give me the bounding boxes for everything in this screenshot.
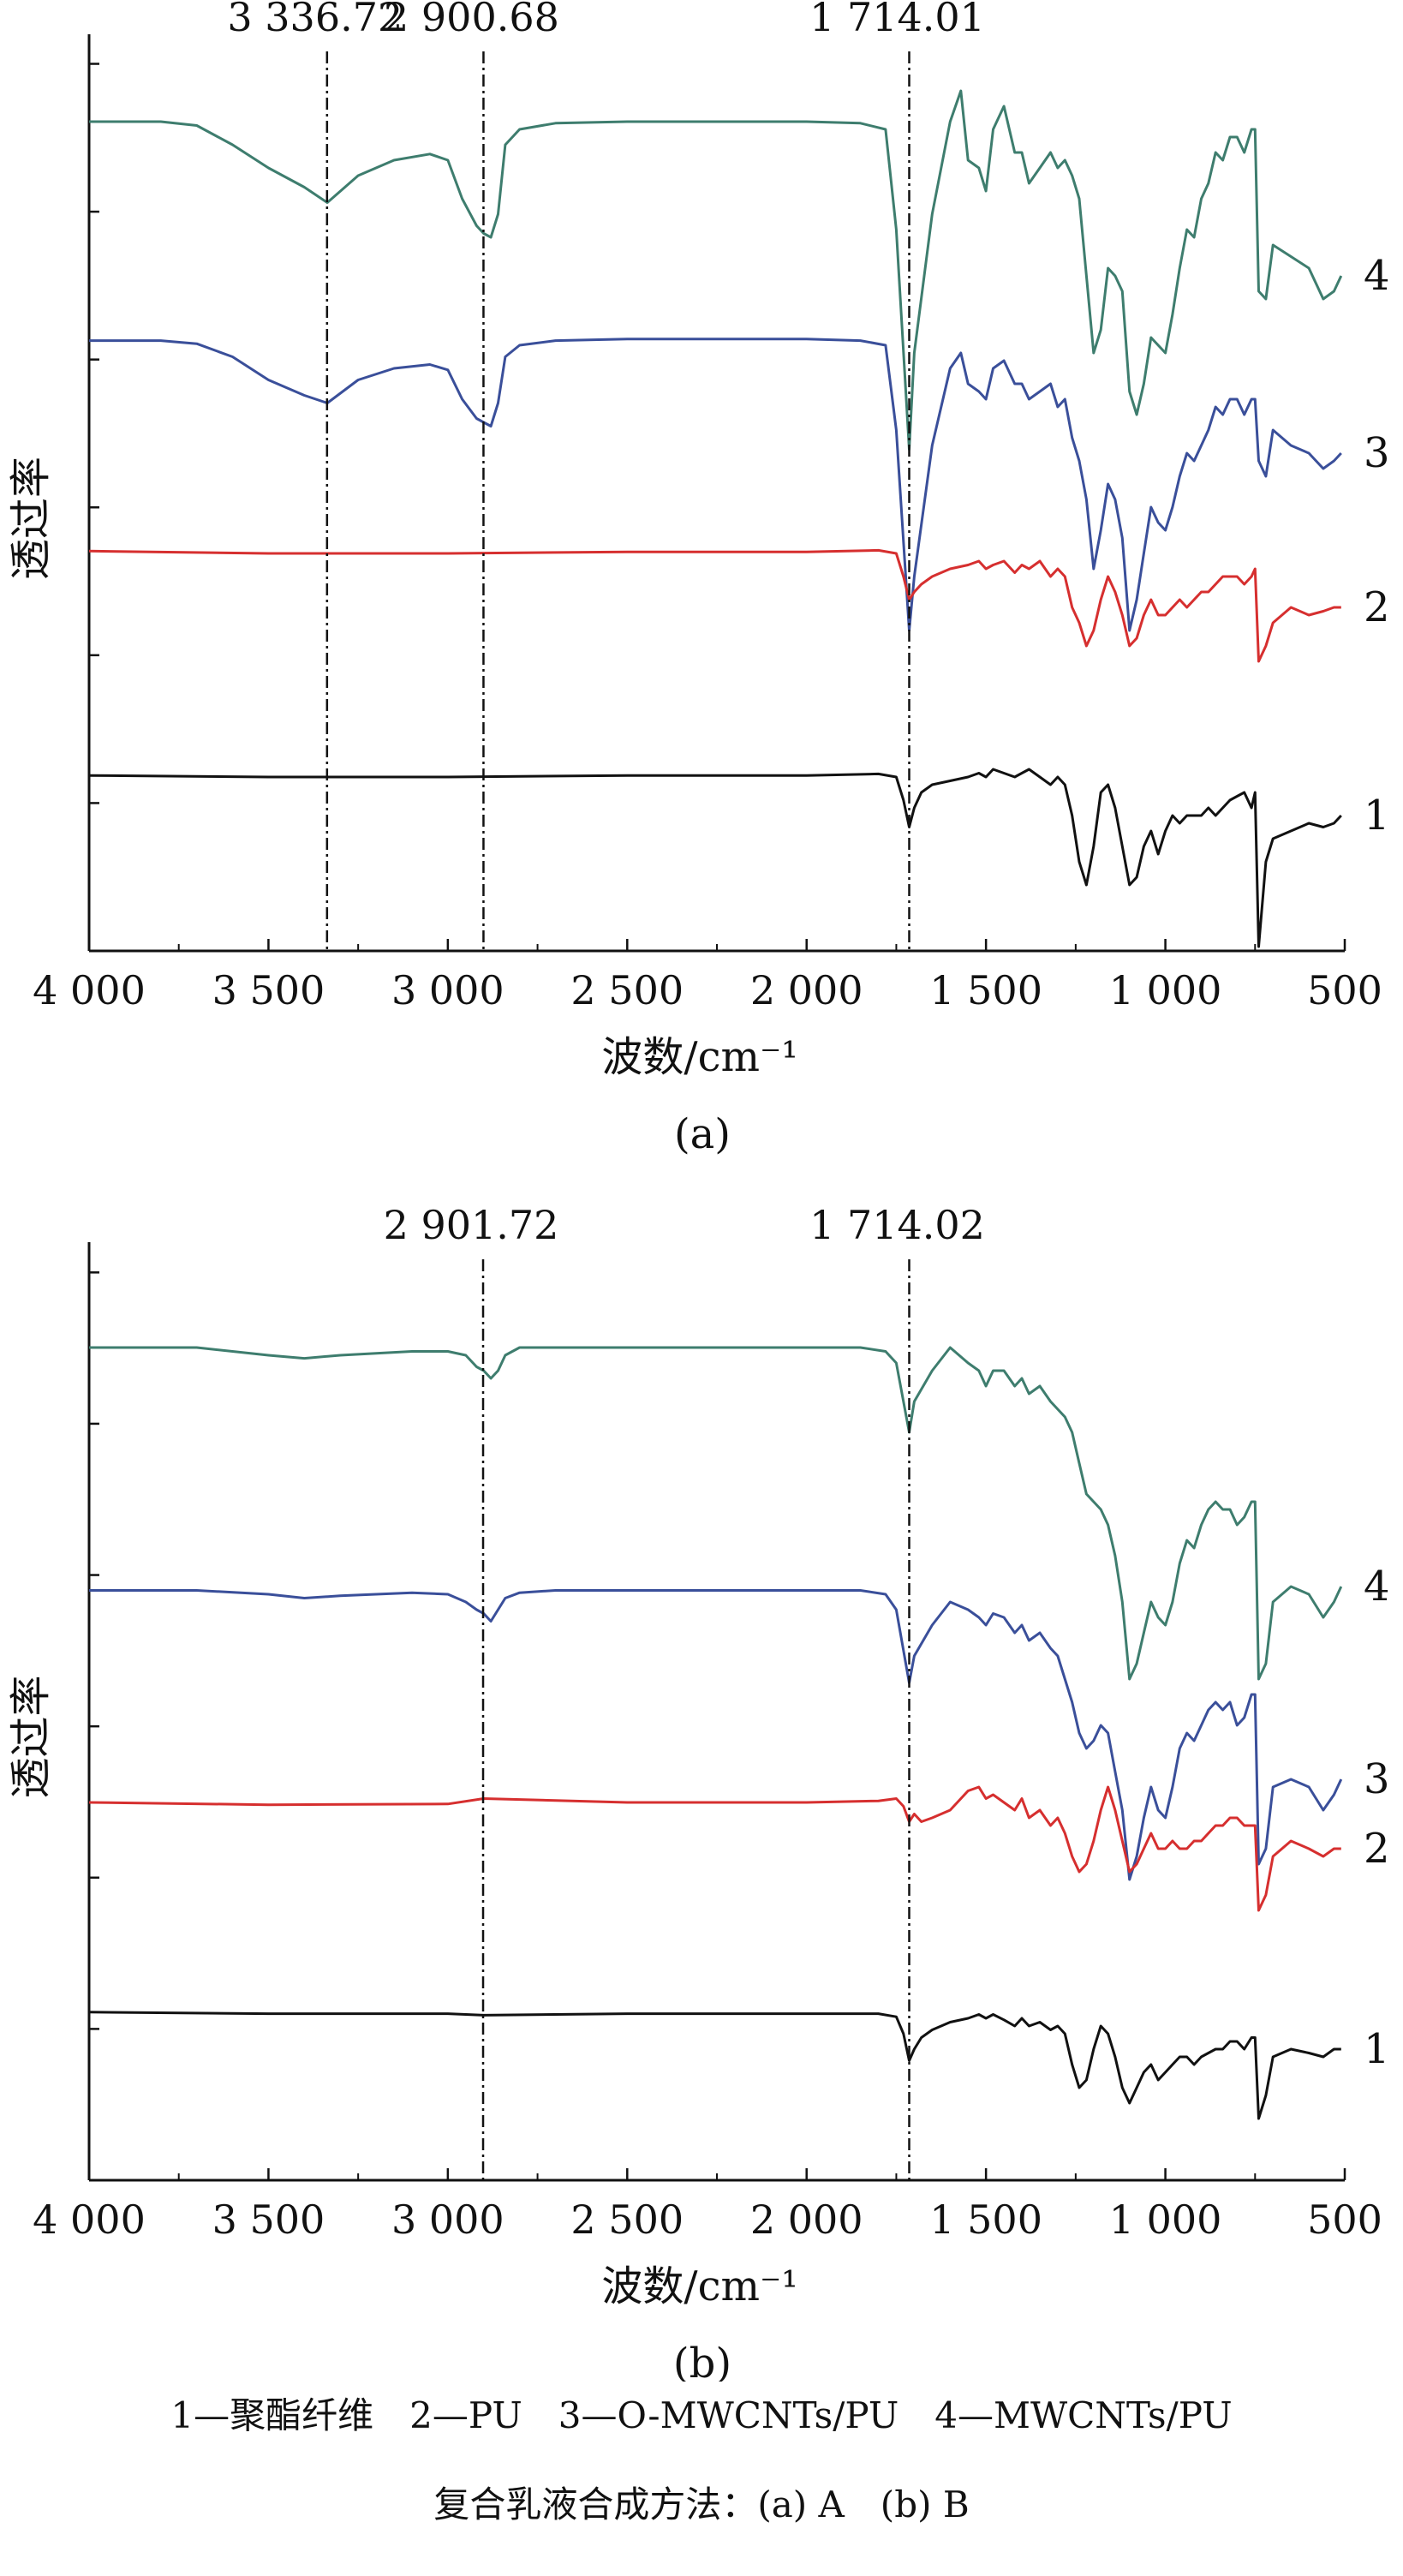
series-1-line — [88, 768, 1342, 948]
x-tick-label: 3 000 — [391, 967, 504, 1013]
x-tick-label: 3 000 — [391, 2196, 504, 2243]
x-tick-label: 1 500 — [929, 967, 1042, 1013]
x-tick-label: 4 000 — [33, 967, 146, 1013]
x-tick-label: 500 — [1307, 2196, 1382, 2243]
reference-line-label: 1 714.01 — [809, 0, 985, 40]
ftir-figure: 4 000 3 500 3 000 2 500 2 000 1 500 1 000 500 波数… — [7, 0, 1390, 2382]
synthesis-method-caption: 复合乳液合成方法：(a) A (b) B — [433, 2483, 970, 2525]
x-tick-label: 2 500 — [570, 967, 684, 1013]
x-tick-label: 1 500 — [929, 2196, 1042, 2243]
reference-line-label: 3 336.72 — [227, 0, 403, 40]
series-4-label: 4 — [1364, 252, 1390, 300]
x-tick-label: 3 500 — [212, 2196, 325, 2243]
series-2-label: 2 — [1364, 583, 1390, 631]
series-1-label: 1 — [1364, 2025, 1390, 2073]
series-1-label: 1 — [1364, 792, 1390, 840]
x-axis-title: 波数/cm⁻¹ — [601, 2262, 797, 2310]
series-3-label: 3 — [1364, 429, 1390, 477]
series-3-label: 3 — [1364, 1755, 1390, 1803]
x-tick-label: 3 500 — [212, 967, 325, 1013]
x-tick-label: 4 000 — [33, 2196, 146, 2243]
x-tick-label: 2 000 — [750, 967, 863, 1013]
series-1-line — [88, 2011, 1341, 2120]
series-4-line — [89, 1346, 1343, 1681]
y-axis-title: 透过率 — [7, 457, 55, 580]
series-2-label: 2 — [1364, 1825, 1390, 1873]
x-axis-title: 波数/cm⁻¹ — [601, 1033, 797, 1081]
figure-legend: 1—聚酯纤维 2—PU 3—O-MWCNTs/PU 4—MWCNTs/PU — [170, 2394, 1233, 2436]
panel-label: (a) — [674, 1110, 731, 1158]
series-2-line — [88, 548, 1341, 663]
series-4-line — [89, 89, 1343, 451]
panel-b: 4 000 3 500 3 000 2 500 2 000 1 500 1 000 500 波数… — [7, 1202, 1390, 2382]
series-4-label: 4 — [1364, 1563, 1390, 1611]
reference-line-label: 1 714.02 — [809, 1202, 985, 1248]
panel-label: (b) — [673, 2340, 731, 2382]
panel-a: 4 000 3 500 3 000 2 500 2 000 1 500 1 000 500 波数… — [7, 0, 1390, 1158]
reference-line-label: 2 901.72 — [384, 1202, 559, 1248]
x-tick-label: 2 500 — [570, 2196, 684, 2243]
x-tick-label: 2 000 — [750, 2196, 863, 2243]
series-3-line — [89, 1589, 1343, 1881]
y-axis-title: 透过率 — [7, 1675, 55, 1798]
reference-line-label: 2 900.68 — [384, 0, 559, 40]
x-tick-label: 1 000 — [1109, 2196, 1222, 2243]
series-3-line — [89, 338, 1342, 632]
x-tick-label: 500 — [1307, 967, 1382, 1013]
series-2-line — [88, 1785, 1341, 1912]
x-tick-label: 1 000 — [1109, 967, 1222, 1013]
